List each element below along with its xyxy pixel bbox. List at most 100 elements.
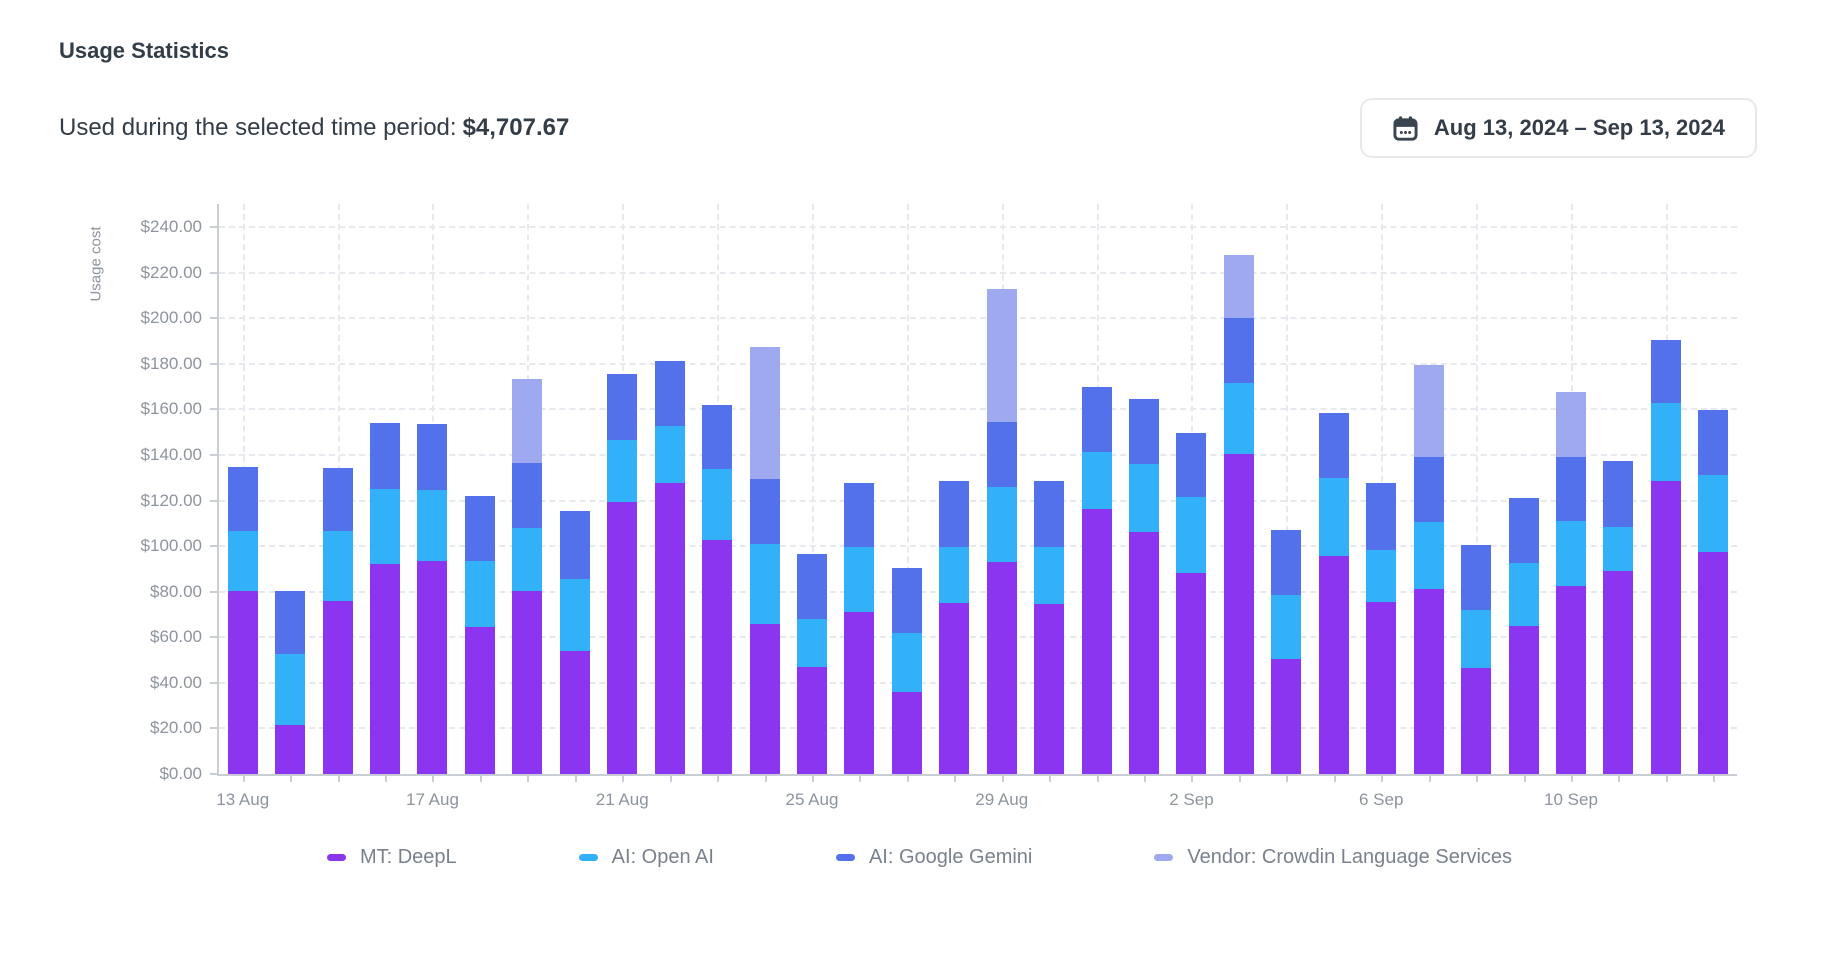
bar-1-sep[interactable] bbox=[1129, 399, 1160, 774]
bar-segment[interactable] bbox=[1129, 399, 1160, 465]
bar-segment[interactable] bbox=[1366, 483, 1397, 550]
bar-segment[interactable] bbox=[1271, 658, 1302, 774]
bar-16-aug[interactable] bbox=[370, 423, 401, 774]
bar-segment[interactable] bbox=[1318, 412, 1349, 478]
legend-item[interactable]: AI: Google Gemini bbox=[835, 846, 1032, 869]
bar-segment[interactable] bbox=[370, 564, 401, 774]
bar-segment[interactable] bbox=[749, 543, 780, 624]
bar-segment[interactable] bbox=[986, 486, 1017, 562]
bar-segment[interactable] bbox=[370, 489, 401, 565]
bar-segment[interactable] bbox=[370, 423, 401, 490]
bar-segment[interactable] bbox=[559, 510, 590, 580]
bar-segment[interactable] bbox=[1603, 460, 1634, 527]
bar-30-aug[interactable] bbox=[1034, 481, 1065, 774]
bar-segment[interactable] bbox=[749, 346, 780, 479]
legend-item[interactable]: Vendor: Crowdin Language Services bbox=[1154, 846, 1512, 869]
bar-segment[interactable] bbox=[559, 579, 590, 651]
bar-segment[interactable] bbox=[1176, 497, 1207, 574]
bar-27-aug[interactable] bbox=[891, 567, 922, 774]
bar-segment[interactable] bbox=[1650, 481, 1681, 774]
bar-segment[interactable] bbox=[512, 527, 543, 591]
bar-24-aug[interactable] bbox=[749, 346, 780, 774]
bar-segment[interactable] bbox=[417, 560, 448, 774]
bar-segment[interactable] bbox=[417, 424, 448, 491]
bar-segment[interactable] bbox=[1223, 383, 1254, 454]
bar-14-aug[interactable] bbox=[275, 590, 306, 774]
bar-13-sep[interactable] bbox=[1698, 410, 1729, 774]
bar-segment[interactable] bbox=[417, 490, 448, 561]
bar-segment[interactable] bbox=[1413, 589, 1444, 774]
bar-segment[interactable] bbox=[986, 421, 1017, 487]
bar-segment[interactable] bbox=[1508, 625, 1539, 774]
bar-segment[interactable] bbox=[1508, 498, 1539, 564]
bar-segment[interactable] bbox=[796, 666, 827, 774]
bar-segment[interactable] bbox=[607, 440, 638, 502]
bar-segment[interactable] bbox=[1176, 433, 1207, 498]
bar-segment[interactable] bbox=[844, 483, 875, 548]
bar-segment[interactable] bbox=[322, 467, 353, 532]
bar-segment[interactable] bbox=[796, 619, 827, 667]
bar-15-aug[interactable] bbox=[322, 467, 353, 774]
bar-17-aug[interactable] bbox=[417, 424, 448, 774]
bar-segment[interactable] bbox=[939, 481, 970, 548]
bar-segment[interactable] bbox=[654, 426, 685, 484]
bar-segment[interactable] bbox=[227, 590, 258, 774]
bar-8-sep[interactable] bbox=[1461, 544, 1492, 774]
bar-28-aug[interactable] bbox=[939, 481, 970, 774]
bar-segment[interactable] bbox=[1366, 549, 1397, 602]
bar-9-sep[interactable] bbox=[1508, 498, 1539, 774]
bar-segment[interactable] bbox=[1555, 392, 1586, 458]
bar-segment[interactable] bbox=[1081, 386, 1112, 452]
bar-13-aug[interactable] bbox=[227, 467, 258, 774]
bar-segment[interactable] bbox=[1034, 481, 1065, 548]
bar-segment[interactable] bbox=[227, 531, 258, 591]
bar-segment[interactable] bbox=[1081, 508, 1112, 774]
bar-segment[interactable] bbox=[559, 650, 590, 774]
bar-segment[interactable] bbox=[1603, 526, 1634, 572]
bar-segment[interactable] bbox=[227, 467, 258, 532]
bar-segment[interactable] bbox=[1366, 601, 1397, 774]
bar-segment[interactable] bbox=[322, 531, 353, 601]
bar-segment[interactable] bbox=[275, 654, 306, 725]
bar-segment[interactable] bbox=[1650, 339, 1681, 403]
bar-segment[interactable] bbox=[1034, 547, 1065, 605]
bar-segment[interactable] bbox=[796, 554, 827, 620]
bar-20-aug[interactable] bbox=[559, 510, 590, 774]
bar-segment[interactable] bbox=[1271, 595, 1302, 659]
bar-segment[interactable] bbox=[1650, 402, 1681, 482]
bar-segment[interactable] bbox=[844, 612, 875, 774]
bar-segment[interactable] bbox=[1508, 563, 1539, 626]
bar-segment[interactable] bbox=[275, 590, 306, 655]
bar-segment[interactable] bbox=[607, 374, 638, 441]
bar-segment[interactable] bbox=[654, 361, 685, 427]
bar-segment[interactable] bbox=[1555, 586, 1586, 774]
bar-segment[interactable] bbox=[464, 560, 495, 627]
bar-12-sep[interactable] bbox=[1650, 339, 1681, 774]
bar-segment[interactable] bbox=[322, 600, 353, 774]
bar-10-sep[interactable] bbox=[1555, 392, 1586, 774]
bar-segment[interactable] bbox=[1461, 609, 1492, 668]
bar-segment[interactable] bbox=[986, 288, 1017, 422]
bar-segment[interactable] bbox=[464, 627, 495, 774]
bar-26-aug[interactable] bbox=[844, 483, 875, 774]
bar-segment[interactable] bbox=[607, 501, 638, 774]
bar-segment[interactable] bbox=[464, 495, 495, 561]
bar-segment[interactable] bbox=[749, 478, 780, 544]
bar-5-sep[interactable] bbox=[1318, 412, 1349, 774]
legend-item[interactable]: AI: Open AI bbox=[578, 846, 714, 869]
bar-6-sep[interactable] bbox=[1366, 483, 1397, 774]
bar-4-sep[interactable] bbox=[1271, 530, 1302, 774]
bar-21-aug[interactable] bbox=[607, 374, 638, 774]
bar-segment[interactable] bbox=[1555, 521, 1586, 586]
bar-segment[interactable] bbox=[1129, 532, 1160, 774]
bar-segment[interactable] bbox=[1318, 477, 1349, 557]
bar-segment[interactable] bbox=[891, 632, 922, 692]
bar-segment[interactable] bbox=[1698, 410, 1729, 476]
bar-23-aug[interactable] bbox=[702, 404, 733, 774]
bar-segment[interactable] bbox=[891, 567, 922, 633]
bar-segment[interactable] bbox=[986, 562, 1017, 774]
bar-segment[interactable] bbox=[1461, 668, 1492, 774]
bar-segment[interactable] bbox=[1223, 318, 1254, 384]
bar-segment[interactable] bbox=[1413, 457, 1444, 523]
bar-segment[interactable] bbox=[1176, 573, 1207, 774]
